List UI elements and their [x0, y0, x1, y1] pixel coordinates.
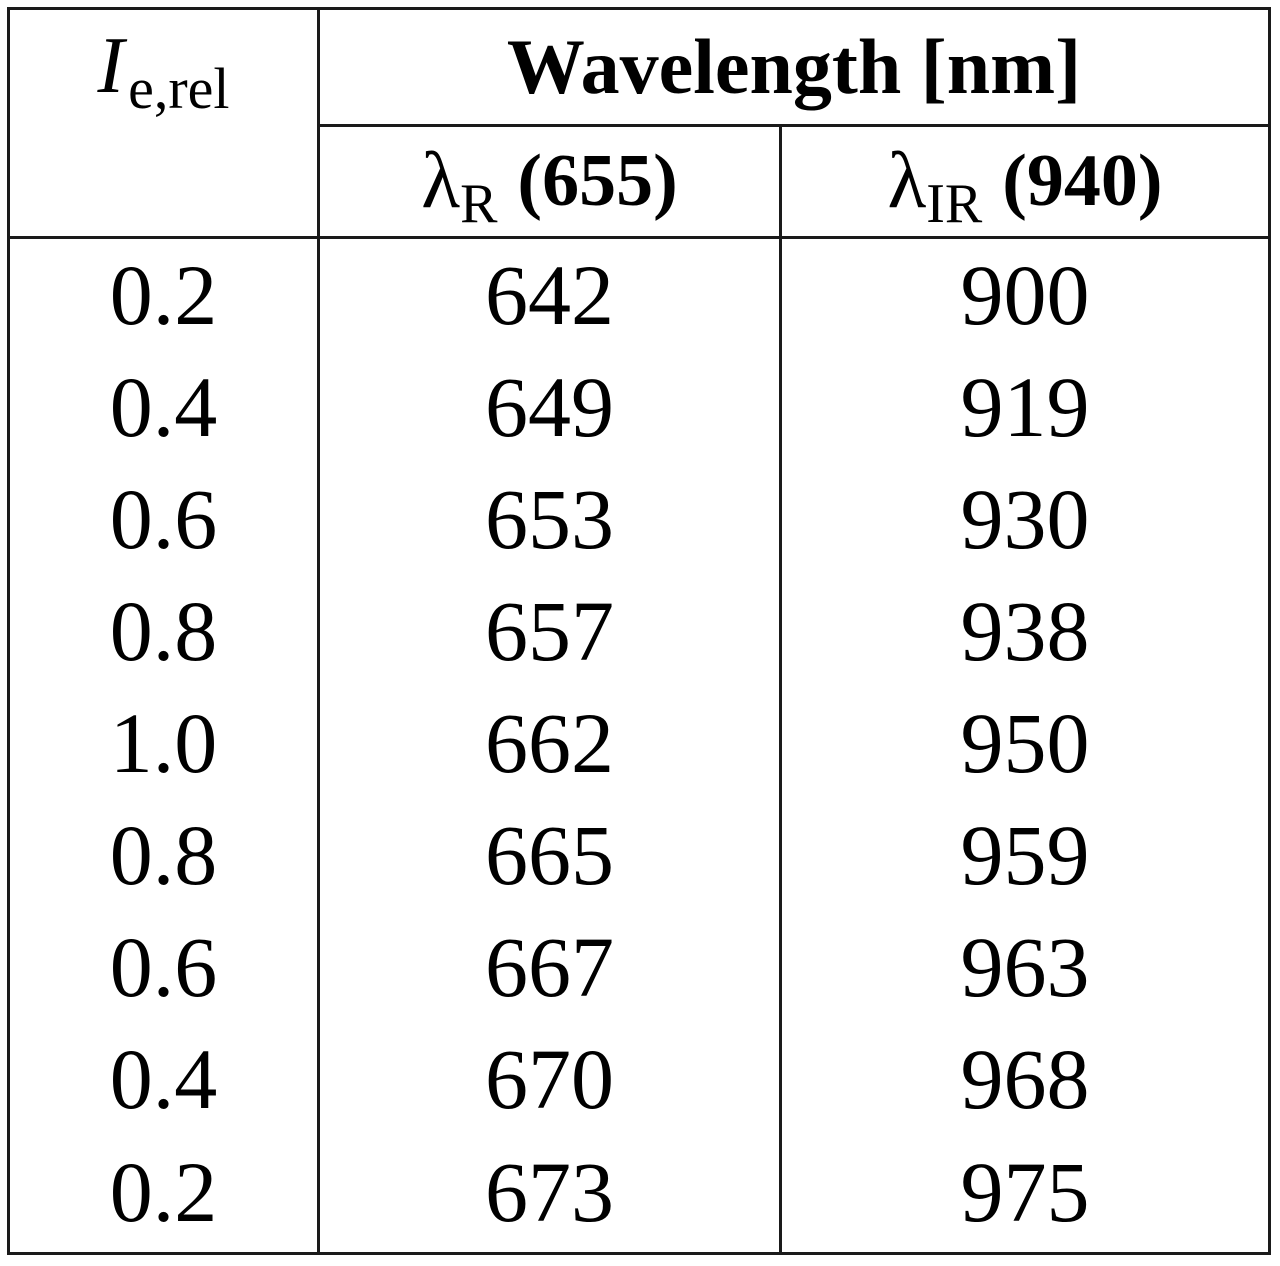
table-row-6-ir: 959: [960, 807, 1090, 903]
header-lambda-ir: λ IR (940): [782, 127, 1268, 236]
header-lambda-ir-nominal: (940): [1002, 140, 1163, 222]
table-row-3-ir: 930: [960, 471, 1090, 567]
header-divider: [10, 236, 1268, 239]
table-row-9-ir: 975: [960, 1144, 1090, 1240]
table-row-9-red: 673: [485, 1144, 614, 1240]
header-wavelength: Wavelength [nm]: [320, 10, 1268, 124]
header-lambda-ir-subscript: IR: [926, 172, 983, 235]
table-row-5-ie: 1.0: [109, 695, 218, 791]
header-wavelength-label: Wavelength [nm]: [506, 23, 1082, 110]
table-row-8-ir: 968: [960, 1031, 1090, 1127]
table-row-2-ir: 919: [960, 359, 1090, 455]
column-divider-2: [779, 124, 782, 1252]
table-row-2-red: 649: [485, 359, 614, 455]
column-divider-1: [317, 10, 320, 1252]
table-row-3-ie: 0.6: [109, 471, 218, 567]
header-lambda-r-nominal: (655): [517, 140, 678, 222]
table-row-7-ie: 0.6: [109, 919, 218, 1015]
table-row-4-ir: 938: [960, 583, 1090, 679]
header-intensity-subscript: e,rel: [128, 55, 230, 121]
table-row-2-ie: 0.4: [109, 359, 218, 455]
table-row-4-red: 657: [485, 583, 614, 679]
table-row-8-red: 670: [485, 1031, 614, 1127]
table-row-6-ie: 0.8: [109, 807, 218, 903]
table-row-5-red: 662: [485, 695, 614, 791]
table-row-7-red: 667: [485, 919, 614, 1015]
table-row-4-ie: 0.8: [109, 583, 218, 679]
header-lambda-ir-symbol: λ: [887, 137, 927, 225]
table-row-1-ie: 0.2: [109, 247, 218, 343]
table-row-5-ir: 950: [960, 695, 1090, 791]
table-row-8-ie: 0.4: [109, 1031, 218, 1127]
table-row-1-red: 642: [485, 247, 614, 343]
table-row-7-ir: 963: [960, 919, 1090, 1015]
header-lambda-r: λ R (655): [320, 127, 779, 236]
header-lambda-r-subscript: R: [460, 172, 498, 235]
table-row-6-red: 665: [485, 807, 614, 903]
header-lambda-r-symbol: λ: [421, 137, 461, 225]
table-row-9-ie: 0.2: [109, 1144, 218, 1240]
table-row-1-ir: 900: [960, 247, 1090, 343]
header-intensity-symbol: I: [97, 21, 125, 110]
group-header-underline: [317, 124, 1268, 127]
table-row-3-red: 653: [485, 471, 614, 567]
